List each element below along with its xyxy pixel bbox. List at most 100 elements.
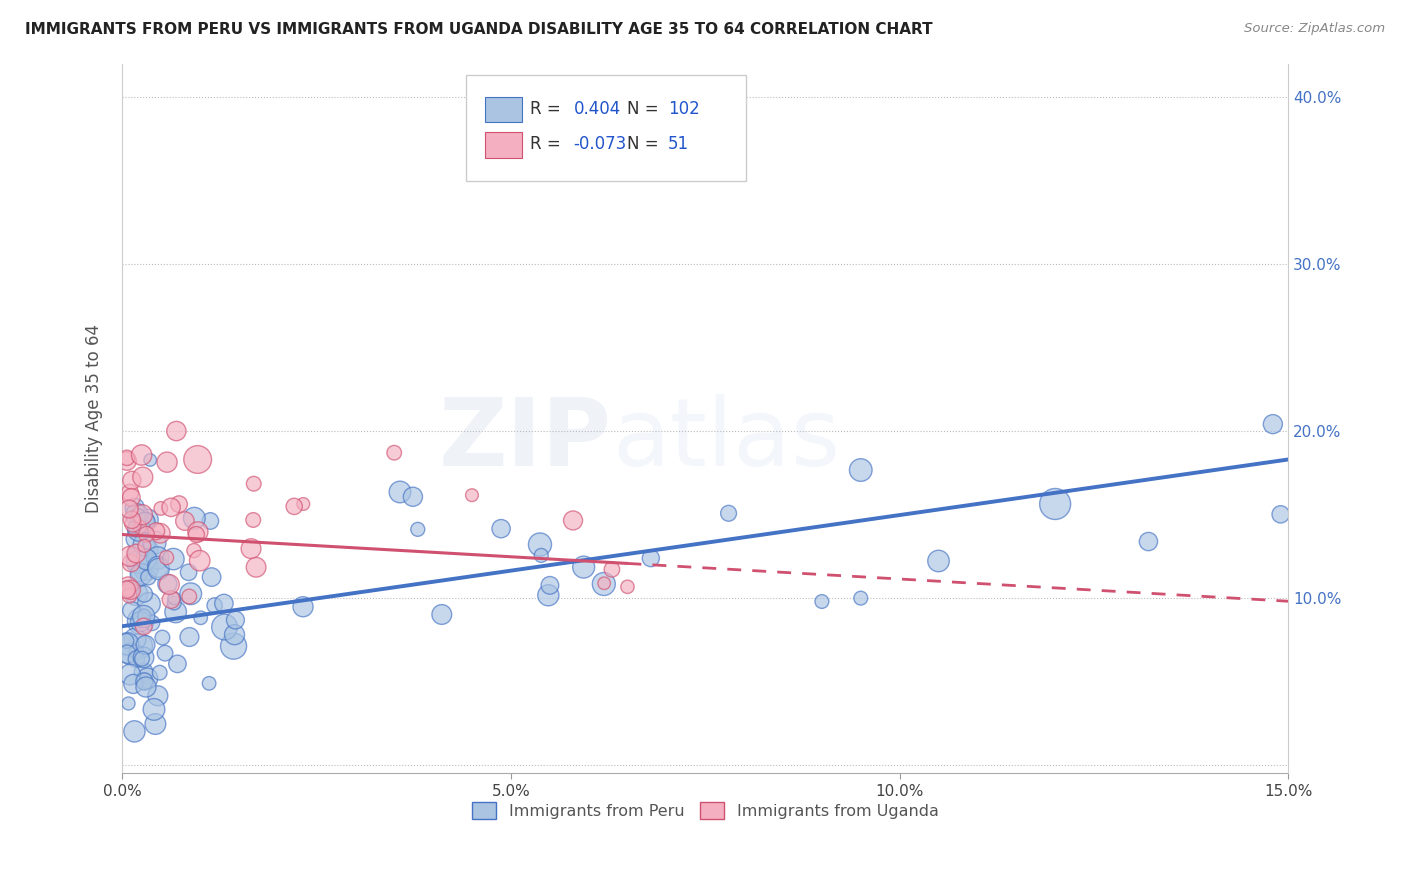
Point (200, 514, 222, 528)
Point (118, 485, 141, 500)
Point (165, 605, 187, 619)
Point (115, 634, 138, 648)
FancyBboxPatch shape (485, 132, 522, 158)
Point (190, 611, 212, 625)
Point (593, 576, 616, 591)
Point (122, 516, 145, 531)
Point (1043, 497, 1066, 511)
Point (135, 680, 157, 694)
Point (124, 724, 146, 739)
Point (529, 537, 551, 551)
Point (188, 554, 211, 568)
Point (180, 587, 202, 601)
Point (174, 514, 197, 528)
Point (160, 592, 183, 607)
Point (121, 603, 143, 617)
Point (148, 562, 170, 576)
Point (489, 522, 512, 536)
Point (242, 476, 264, 491)
Point (200, 570, 222, 584)
Point (132, 650, 155, 665)
Point (139, 542, 162, 557)
Point (132, 665, 155, 680)
Point (179, 590, 201, 604)
Point (928, 554, 950, 568)
Point (124, 532, 146, 546)
Point (132, 674, 155, 689)
Point (129, 567, 152, 582)
Point (134, 587, 156, 601)
Point (132, 470, 155, 484)
Point (187, 452, 209, 467)
Point (131, 551, 153, 566)
Point (430, 607, 453, 622)
Point (149, 665, 172, 680)
Point (115, 582, 138, 597)
Point (134, 638, 156, 652)
Text: N =: N = (627, 136, 659, 153)
Text: R =: R = (530, 100, 561, 118)
Point (132, 609, 155, 624)
Point (1270, 508, 1292, 522)
Point (166, 657, 188, 671)
Point (120, 667, 142, 681)
Point (121, 513, 143, 527)
Point (134, 674, 156, 689)
Point (139, 453, 162, 467)
Point (138, 597, 160, 611)
Point (717, 506, 740, 520)
FancyBboxPatch shape (485, 96, 522, 122)
Point (240, 541, 263, 556)
Point (461, 488, 484, 502)
Point (128, 566, 150, 581)
Text: ZIP: ZIP (439, 394, 612, 486)
Point (204, 599, 226, 613)
Point (136, 513, 159, 527)
Point (292, 599, 315, 614)
Point (537, 588, 560, 602)
Point (179, 630, 201, 644)
Point (125, 645, 148, 659)
Point (186, 527, 208, 541)
Point (811, 594, 834, 608)
Point (382, 446, 405, 460)
Point (122, 677, 145, 691)
Point (120, 556, 142, 570)
Point (149, 501, 172, 516)
Point (131, 651, 153, 665)
Point (183, 511, 205, 525)
Point (245, 560, 267, 574)
Point (127, 555, 149, 569)
Point (127, 509, 149, 524)
Point (163, 596, 186, 610)
Point (538, 578, 561, 592)
Point (600, 562, 623, 576)
Point (141, 615, 163, 630)
Text: 51: 51 (668, 136, 689, 153)
Point (214, 620, 236, 634)
Point (167, 497, 190, 511)
Point (572, 560, 595, 574)
Point (132, 619, 155, 633)
Point (146, 559, 169, 574)
Point (124, 500, 146, 515)
Point (129, 639, 152, 653)
Point (136, 672, 159, 686)
Point (198, 676, 221, 690)
Point (117, 637, 139, 651)
Point (134, 539, 156, 553)
Point (115, 454, 138, 468)
Point (135, 527, 157, 541)
Point (146, 551, 169, 566)
Y-axis label: Disability Age 35 to 64: Disability Age 35 to 64 (86, 324, 103, 513)
Point (183, 543, 205, 558)
Point (849, 463, 872, 477)
Point (118, 502, 141, 516)
Point (165, 424, 187, 438)
Point (156, 577, 179, 591)
Point (131, 508, 153, 522)
Point (242, 513, 264, 527)
Point (132, 538, 155, 552)
Point (118, 589, 141, 603)
Point (118, 549, 141, 564)
